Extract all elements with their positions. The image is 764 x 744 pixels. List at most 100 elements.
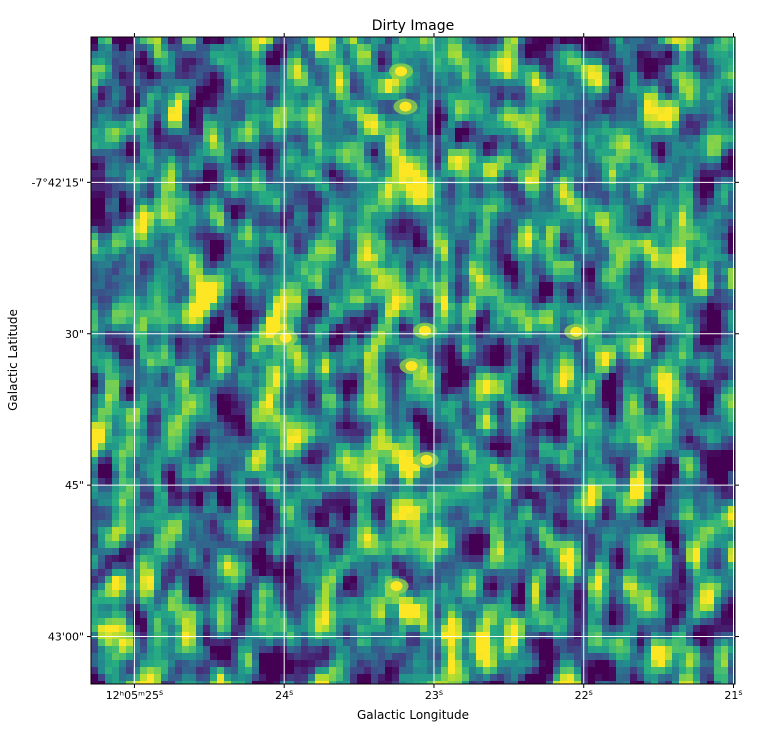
image-pixel <box>231 331 239 339</box>
image-pixel <box>364 191 372 199</box>
image-pixel <box>553 163 561 171</box>
image-pixel <box>518 359 526 367</box>
image-pixel <box>707 156 715 164</box>
image-pixel <box>525 254 533 262</box>
image-pixel <box>441 51 449 59</box>
image-pixel <box>252 156 260 164</box>
image-pixel <box>322 51 330 59</box>
image-pixel <box>679 65 687 73</box>
image-pixel <box>112 51 120 59</box>
image-pixel <box>658 93 666 101</box>
image-pixel <box>567 226 575 234</box>
image-pixel <box>693 191 701 199</box>
image-pixel <box>441 44 449 52</box>
image-pixel <box>609 135 617 143</box>
image-pixel <box>623 387 631 395</box>
image-pixel <box>553 247 561 255</box>
image-pixel <box>448 121 456 129</box>
image-pixel <box>322 114 330 122</box>
image-pixel <box>518 212 526 220</box>
image-pixel <box>623 240 631 248</box>
image-pixel <box>448 345 456 353</box>
image-pixel <box>224 65 232 73</box>
image-pixel <box>441 303 449 311</box>
image-pixel <box>266 289 274 297</box>
image-pixel <box>560 303 568 311</box>
image-pixel <box>273 100 281 108</box>
image-pixel <box>630 380 638 388</box>
image-pixel <box>539 303 547 311</box>
image-pixel <box>91 282 99 290</box>
image-pixel <box>518 408 526 416</box>
image-pixel <box>273 359 281 367</box>
image-pixel <box>644 331 652 339</box>
image-pixel <box>651 268 659 276</box>
image-pixel <box>224 79 232 87</box>
image-pixel <box>385 44 393 52</box>
image-pixel <box>364 58 372 66</box>
image-pixel <box>420 128 428 136</box>
image-pixel <box>630 37 638 45</box>
image-pixel <box>406 345 414 353</box>
image-pixel <box>595 177 603 185</box>
image-pixel <box>385 261 393 269</box>
image-pixel <box>462 380 470 388</box>
image-pixel <box>462 387 470 395</box>
image-pixel <box>497 261 505 269</box>
image-pixel <box>644 142 652 150</box>
image-pixel <box>350 282 358 290</box>
image-pixel <box>154 233 162 241</box>
image-pixel <box>497 86 505 94</box>
image-pixel <box>539 387 547 395</box>
image-pixel <box>322 303 330 311</box>
image-pixel <box>427 303 435 311</box>
image-pixel <box>294 233 302 241</box>
image-pixel <box>511 352 519 360</box>
image-pixel <box>154 142 162 150</box>
image-pixel <box>238 289 246 297</box>
image-pixel <box>350 254 358 262</box>
image-pixel <box>343 303 351 311</box>
image-pixel <box>322 198 330 206</box>
image-pixel <box>287 408 295 416</box>
image-pixel <box>602 240 610 248</box>
image-pixel <box>630 177 638 185</box>
image-pixel <box>728 352 735 360</box>
image-pixel <box>308 114 316 122</box>
image-pixel <box>616 331 624 339</box>
image-pixel <box>385 408 393 416</box>
image-pixel <box>497 191 505 199</box>
image-pixel <box>364 72 372 80</box>
image-pixel <box>210 317 218 325</box>
image-pixel <box>455 114 463 122</box>
image-pixel <box>476 93 484 101</box>
image-pixel <box>98 240 106 248</box>
image-pixel <box>329 310 337 318</box>
image-pixel <box>392 331 400 339</box>
image-pixel <box>679 317 687 325</box>
image-pixel <box>315 352 323 360</box>
image-pixel <box>371 359 379 367</box>
image-pixel <box>98 205 106 213</box>
image-pixel <box>728 359 735 367</box>
image-pixel <box>203 219 211 227</box>
image-pixel <box>182 289 190 297</box>
image-pixel <box>588 79 596 87</box>
image-pixel <box>469 37 477 45</box>
image-pixel <box>714 170 722 178</box>
image-pixel <box>98 296 106 304</box>
image-pixel <box>147 366 155 374</box>
image-pixel <box>616 394 624 402</box>
image-pixel <box>315 114 323 122</box>
image-pixel <box>266 387 274 395</box>
image-pixel <box>609 65 617 73</box>
image-pixel <box>420 373 428 381</box>
image-pixel <box>154 268 162 276</box>
image-pixel <box>406 226 414 234</box>
image-pixel <box>525 198 533 206</box>
image-pixel <box>560 401 568 409</box>
image-pixel <box>420 107 428 115</box>
image-pixel <box>392 198 400 206</box>
image-pixel <box>588 191 596 199</box>
image-pixel <box>147 387 155 395</box>
